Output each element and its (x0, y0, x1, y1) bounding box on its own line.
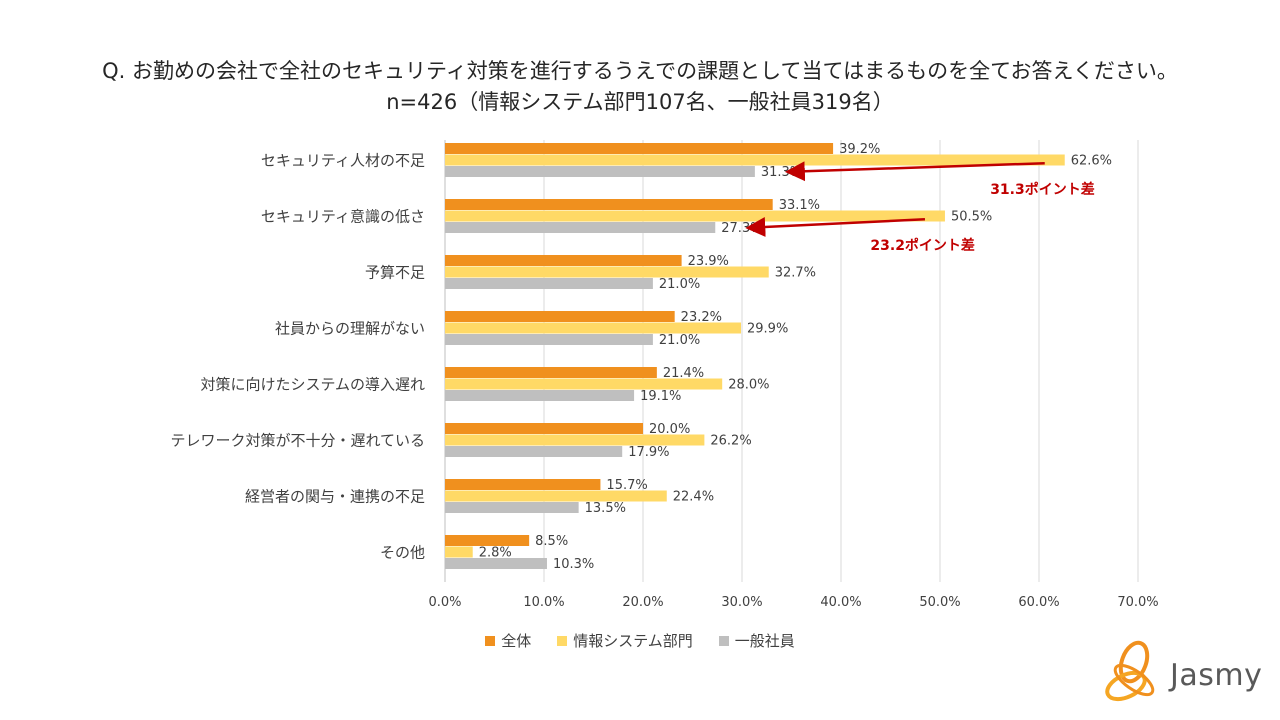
x-tick-label: 60.0% (1018, 595, 1059, 610)
legend-label-employees: 一般社員 (734, 632, 795, 650)
legend-item-it-dept: 情報システム部門 (557, 630, 693, 651)
legend-item-employees: 一般社員 (718, 630, 795, 651)
x-tick-label: 10.0% (523, 595, 564, 610)
bar (445, 322, 742, 334)
category-label: 経営者の関与・連携の不足 (245, 487, 425, 505)
legend-label-all: 全体 (501, 632, 532, 650)
x-tick-label: 20.0% (622, 595, 663, 610)
category-label: セキュリティ人材の不足 (261, 151, 425, 169)
bar (445, 143, 834, 154)
x-tick-label: 30.0% (721, 595, 762, 610)
bar (445, 423, 643, 434)
legend-item-all: 全体 (485, 630, 531, 651)
category-label: 対策に向けたシステムの導入遅れ (200, 375, 425, 393)
data-label: 20.0% (649, 422, 690, 437)
data-label: 21.0% (659, 277, 700, 292)
logo-text: Jasmy (1170, 657, 1263, 693)
data-label: 17.9% (628, 445, 669, 460)
data-label: 19.1% (640, 389, 681, 404)
x-tick-label: 0.0% (428, 595, 461, 610)
data-label: 62.6% (1071, 154, 1112, 169)
x-tick-label: 50.0% (919, 595, 960, 610)
difference-annotation: 31.3ポイント差 (990, 181, 1095, 198)
x-tick-label: 40.0% (820, 595, 861, 610)
bar (445, 334, 653, 345)
jasmy-logo-icon (1105, 640, 1155, 702)
bar (445, 446, 623, 457)
bar (445, 378, 723, 390)
legend-swatch-all (485, 635, 496, 646)
chart-title: Q. お勤めの会社で全社のセキュリティ対策を進行するうえでの課題として当てはまる… (102, 59, 1178, 83)
data-label: 23.2% (681, 310, 722, 325)
data-label: 23.9% (688, 254, 729, 269)
x-tick-label: 70.0% (1117, 595, 1158, 610)
category-label: テレワーク対策が不十分・遅れている (170, 431, 425, 449)
data-label: 15.7% (606, 478, 647, 493)
bar (445, 255, 682, 266)
bar (445, 199, 773, 210)
data-label: 29.9% (747, 322, 788, 337)
legend-swatch-it-dept (557, 635, 568, 646)
legend-label-it-dept: 情報システム部門 (573, 632, 693, 650)
bar (445, 490, 667, 502)
legend-swatch-employees (718, 635, 729, 646)
bar (445, 278, 653, 289)
data-label: 10.3% (553, 557, 594, 572)
jasmy-logo: Jasmy (1100, 640, 1262, 710)
category-label: 社員からの理解がない (275, 319, 425, 337)
data-label: 33.1% (779, 198, 820, 213)
data-label: 21.0% (659, 333, 700, 348)
bar (445, 434, 705, 446)
bar (445, 479, 601, 490)
difference-annotation: 23.2ポイント差 (870, 237, 975, 254)
bar (445, 266, 769, 278)
bar (445, 222, 716, 233)
category-label: 予算不足 (365, 263, 425, 281)
bar (445, 390, 635, 401)
difference-arrow (784, 161, 1045, 182)
data-label: 22.4% (673, 490, 714, 505)
bar (445, 502, 579, 513)
bar (445, 210, 945, 222)
bar (445, 311, 675, 322)
data-label: 8.5% (535, 534, 568, 549)
category-label: その他 (380, 543, 425, 561)
bar (445, 367, 657, 378)
data-label: 21.4% (663, 366, 704, 381)
bar (445, 154, 1065, 166)
bar (445, 166, 755, 177)
data-label: 13.5% (585, 501, 626, 516)
data-label: 28.0% (728, 378, 769, 393)
data-label: 2.8% (479, 546, 512, 561)
bar (445, 535, 530, 546)
category-label: セキュリティ意識の低さ (261, 207, 425, 225)
bar (445, 558, 547, 569)
data-label: 50.5% (951, 210, 992, 225)
legend: 全体 情報システム部門 一般社員 (0, 630, 1280, 651)
bar (445, 546, 473, 558)
data-label: 39.2% (839, 142, 880, 157)
chart-subtitle: n=426（情報システム部門107名、一般社員319名） (386, 90, 894, 114)
difference-arrow (745, 217, 926, 238)
data-label: 26.2% (710, 434, 751, 449)
data-label: 32.7% (775, 266, 816, 281)
